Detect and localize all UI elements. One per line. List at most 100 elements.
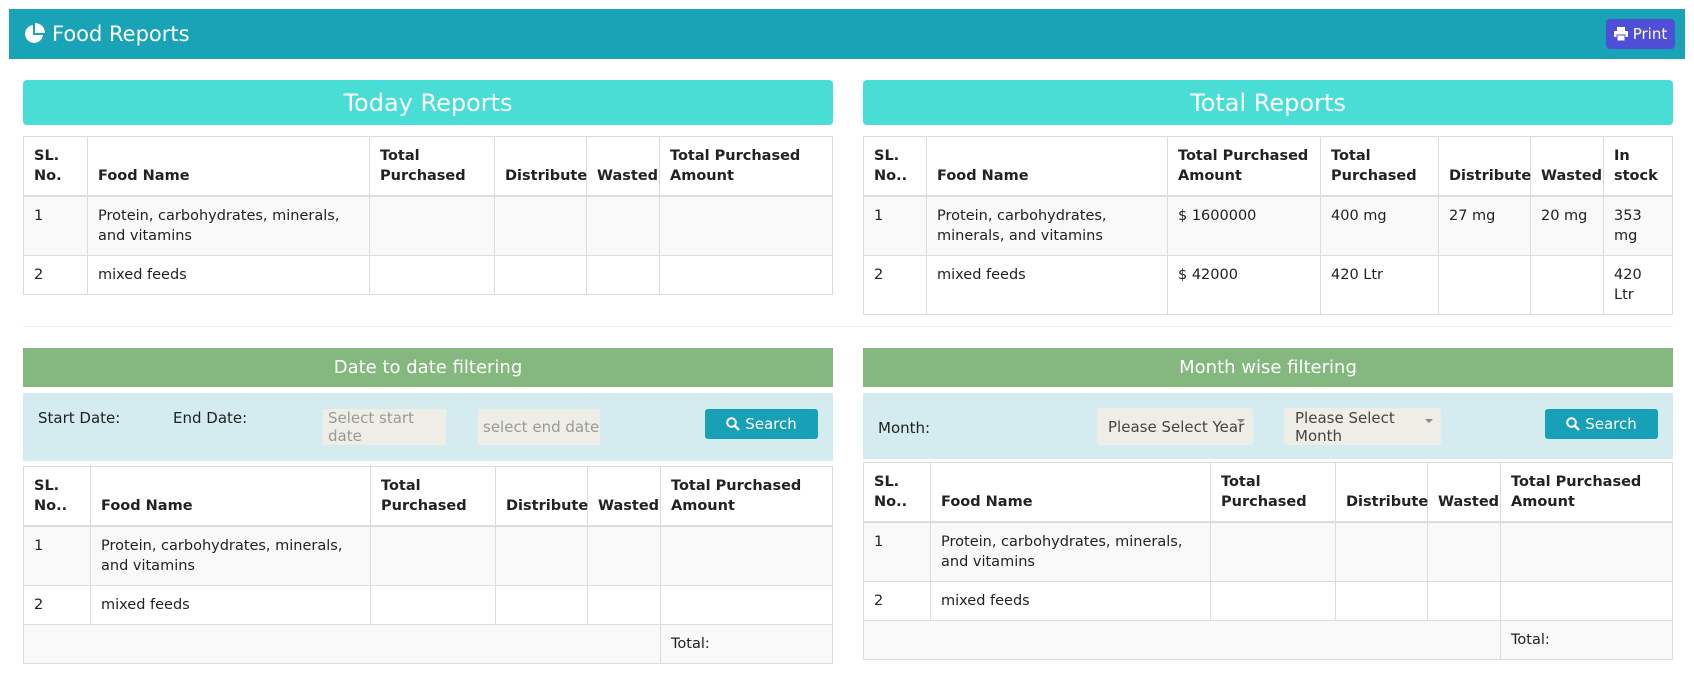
column-header: Wasted	[1427, 462, 1501, 523]
table-cell: mixed feeds	[930, 581, 1211, 621]
month-select[interactable]: Please Select Month	[1284, 408, 1441, 445]
table-cell: 2	[863, 255, 927, 315]
table-wrap: SL. No. Food Name Total Purchased Distribut…	[23, 136, 833, 295]
panel-title: Total Reports	[863, 80, 1673, 125]
table-cell: $ 1600000	[1167, 195, 1321, 256]
total-label: Total:	[660, 624, 833, 664]
table-row: 1 Protein, carbohydrates, minerals, and v…	[23, 195, 833, 256]
table-row: 2 mixed feeds $ 42000 420 Ltr 420 Ltr	[863, 255, 1673, 315]
table-cell	[1427, 521, 1501, 582]
table-cell: 1	[863, 195, 927, 256]
divider	[23, 326, 1673, 327]
header-row: SL. No.. Food Name Total Purchased Distribu…	[863, 462, 1673, 523]
table-body: 1 Protein, carbohydrates, minerals, and v…	[863, 521, 1673, 660]
table-head: SL. No.. Food Name Total Purchased Distribu…	[23, 466, 833, 527]
page-title: Food Reports	[52, 22, 190, 46]
start-label: Start Date:	[38, 409, 121, 427]
table-body: 1 Protein, carbohydrates, minerals, and v…	[23, 195, 833, 295]
table-row: 1 Protein, carbohydrates, minerals, and v…	[863, 195, 1673, 256]
table-body: 1 Protein, carbohydrates, minerals, and v…	[23, 525, 833, 664]
table-cell	[660, 525, 833, 586]
total-label: Total:	[1500, 620, 1673, 660]
table-head: SL. No. Food Name Total Purchased Distribut…	[23, 136, 833, 197]
column-header: Wasted	[587, 466, 661, 527]
month-panel: Month wise filtering Month: Please Selec…	[863, 348, 1673, 660]
data-table: SL. No.. Food Name Total Purchased Distribu…	[863, 462, 1673, 660]
table-cell	[1438, 255, 1531, 315]
table-cell	[659, 255, 833, 295]
table-cell: Protein, carbohydrates, minerals, and vi…	[930, 521, 1211, 582]
table-cell	[1500, 521, 1673, 582]
table-cell: 420 Ltr	[1320, 255, 1439, 315]
table-row: 1 Protein, carbohydrates, minerals, and v…	[863, 521, 1673, 582]
table-wrap: SL. No.. Food Name Total Purchased Amount T…	[863, 136, 1673, 315]
data-table: SL. No.. Food Name Total Purchased Amount T…	[863, 136, 1673, 315]
table-cell	[1335, 521, 1428, 582]
data-table: SL. No.. Food Name Total Purchased Distribu…	[23, 466, 833, 664]
table-cell: 353 mg	[1603, 195, 1673, 256]
filter-area: Start Date: End Date: Select start date …	[23, 393, 833, 461]
print-button[interactable]: Print	[1606, 19, 1675, 49]
table-cell: 400 mg	[1320, 195, 1439, 256]
column-header: Total Purchased	[370, 466, 496, 527]
data-table: SL. No. Food Name Total Purchased Distribut…	[23, 136, 833, 295]
table-cell: 1	[863, 521, 931, 582]
total-row: Total:	[863, 620, 1673, 660]
table-cell	[370, 585, 496, 625]
table-head: SL. No.. Food Name Total Purchased Distribu…	[863, 462, 1673, 523]
panel-title: Month wise filtering	[863, 348, 1673, 387]
start-date-input[interactable]: Select start date	[323, 409, 446, 445]
year-select[interactable]: Please Select Year	[1097, 408, 1253, 445]
table-cell: 1	[23, 525, 91, 586]
header-row: SL. No. Food Name Total Purchased Distribut…	[23, 136, 833, 197]
table-cell	[1500, 581, 1673, 621]
column-header: Food Name	[926, 136, 1168, 197]
table-cell: 27 mg	[1438, 195, 1531, 256]
table-cell	[659, 195, 833, 256]
search-label: Search	[1585, 415, 1637, 433]
column-header: Distribute	[494, 136, 587, 197]
month-label: Month:	[878, 419, 931, 437]
table-cell: mixed feeds	[90, 585, 371, 625]
table-row: 1 Protein, carbohydrates, minerals, and v…	[23, 525, 833, 586]
table-row: 2 mixed feeds	[863, 581, 1673, 621]
column-header: Total Purchased Amount	[1500, 462, 1673, 523]
end-date-input[interactable]: select end date	[478, 409, 600, 445]
header-row: SL. No.. Food Name Total Purchased Amount T…	[863, 136, 1673, 197]
column-header: Total Purchased	[1210, 462, 1336, 523]
table-cell: $ 42000	[1167, 255, 1321, 315]
table-cell	[370, 525, 496, 586]
table-cell	[587, 525, 661, 586]
table-row: 2 mixed feeds	[23, 255, 833, 295]
table-row: 2 mixed feeds	[23, 585, 833, 625]
table-cell	[369, 255, 495, 295]
column-header: Total Purchased Amount	[1167, 136, 1321, 197]
table-cell	[1427, 581, 1501, 621]
column-header: SL. No..	[863, 462, 931, 523]
table-cell	[495, 585, 588, 625]
print-label: Print	[1632, 25, 1668, 43]
panel-title: Date to date filtering	[23, 348, 833, 387]
column-header: Food Name	[87, 136, 370, 197]
column-header: Wasted	[586, 136, 660, 197]
today-panel: Today Reports SL. No. Food Name Total Purc…	[23, 80, 833, 295]
table-cell	[494, 195, 587, 256]
table-cell	[586, 195, 660, 256]
table-cell	[494, 255, 587, 295]
table-cell	[369, 195, 495, 256]
date-panel: Date to date filtering Start Date: End D…	[23, 348, 833, 664]
table-cell: 2	[23, 255, 88, 295]
table-cell	[1210, 581, 1336, 621]
search-button[interactable]: Search	[1545, 409, 1658, 439]
column-header: Distribute	[495, 466, 588, 527]
table-cell: mixed feeds	[87, 255, 370, 295]
search-button[interactable]: Search	[705, 409, 818, 439]
table-cell: 2	[23, 585, 91, 625]
table-cell	[23, 624, 661, 664]
search-icon	[1566, 417, 1581, 431]
filter-area: Month: Please Select Year Please Select …	[863, 393, 1673, 459]
total-panel: Total Reports SL. No.. Food Name Total Pur…	[863, 80, 1673, 315]
table-cell	[495, 525, 588, 586]
table-cell	[863, 620, 1501, 660]
